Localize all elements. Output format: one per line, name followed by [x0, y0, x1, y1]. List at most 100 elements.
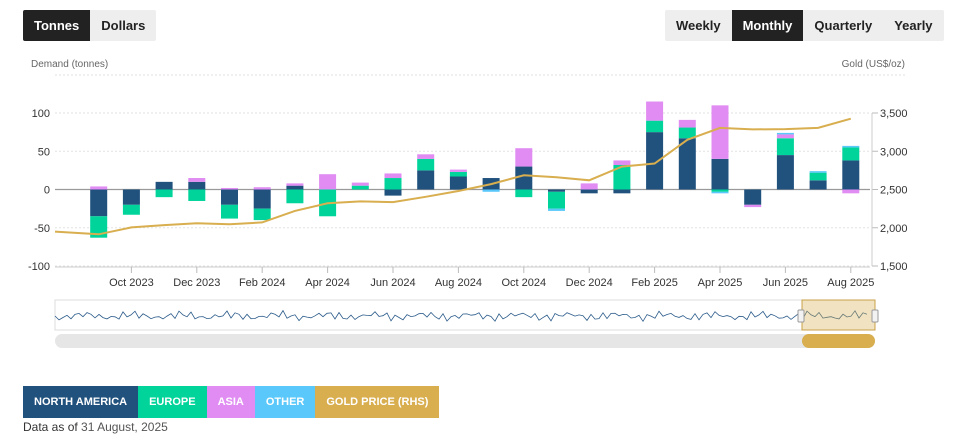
x-tick-label: Oct 2023 [109, 277, 154, 289]
y-tick-label: -50 [34, 223, 50, 235]
bar-europe [776, 138, 794, 156]
bar-europe [711, 189, 729, 192]
tonnes-button[interactable]: Tonnes [23, 10, 91, 41]
legend-asia[interactable]: ASIA [206, 386, 255, 418]
legend-gold-price[interactable]: GOLD PRICE (RHS) [315, 386, 440, 418]
y2-axis-title: Gold (US$/oz) [841, 59, 905, 70]
bar-asia [613, 160, 631, 166]
bar-asia [90, 186, 108, 190]
bar-europe [155, 189, 173, 198]
gold-price-polyline [54, 117, 852, 236]
y-axis-title: Demand (tonnes) [31, 59, 109, 70]
legend-other[interactable]: OTHER [254, 386, 316, 418]
bar-asia [253, 187, 271, 190]
bar-north-america [809, 180, 827, 190]
bar-europe [678, 127, 696, 139]
bar-north-america [515, 166, 533, 190]
bar-asia [417, 154, 435, 159]
y2-tick-label: 1,500 [880, 261, 908, 273]
bar-other [809, 171, 827, 173]
legend: NORTH AMERICA EUROPE ASIA OTHER GOLD PRI… [23, 386, 440, 418]
bar-asia [580, 183, 598, 190]
y-tick-label: 0 [44, 185, 50, 197]
bar-north-america [384, 189, 402, 196]
bar-north-america [417, 170, 435, 190]
bar-north-america [580, 189, 598, 194]
bar-north-america [286, 185, 304, 190]
bar-north-america [548, 189, 565, 192]
bar-north-america [122, 189, 140, 205]
bar-asia [646, 101, 664, 121]
bar-europe [548, 191, 565, 209]
y-tick-label: 50 [38, 146, 50, 158]
x-tick-label: Apr 2024 [305, 277, 350, 289]
navigator-handle-right [871, 309, 879, 323]
bar-europe [221, 204, 238, 219]
bar-north-america [613, 189, 631, 194]
bar-north-america [155, 181, 173, 190]
y2-tick-label: 2,500 [880, 185, 908, 197]
weekly-button[interactable]: Weekly [665, 10, 732, 41]
bar-asia [711, 105, 729, 159]
y2-tick-label: 2,000 [880, 223, 908, 235]
monthly-button[interactable]: Monthly [731, 10, 804, 41]
footer: Data as of 31 August, 2025 [23, 420, 168, 434]
x-tick-label: Oct 2024 [501, 277, 546, 289]
bar-europe [122, 204, 140, 215]
scrollbar-track [55, 334, 875, 348]
bar-europe [286, 189, 304, 204]
bar-north-america [646, 132, 664, 190]
navigator-frame [54, 299, 876, 331]
x-tick-label: Dec 2024 [566, 277, 613, 289]
legend-europe[interactable]: EUROPE [138, 386, 207, 418]
legend-north-america[interactable]: NORTH AMERICA [23, 386, 139, 418]
yearly-button[interactable]: Yearly [883, 10, 944, 41]
bar-europe [449, 171, 467, 177]
bar-other [482, 189, 500, 192]
bar-north-america [221, 189, 238, 205]
navigator[interactable] [54, 299, 879, 348]
dollars-button[interactable]: Dollars [90, 10, 157, 41]
data-as-of-date: 31 August, 2025 [81, 420, 168, 434]
bar-asia [351, 182, 369, 186]
bar-north-america [842, 160, 860, 190]
navigator-handle-left [797, 309, 805, 323]
bar-other [776, 132, 794, 135]
bar-north-america [188, 181, 206, 190]
bar-asia [776, 134, 794, 139]
unit-toggle: Tonnes Dollars [23, 10, 157, 41]
bar-north-america [678, 138, 696, 190]
bar-other [711, 191, 729, 194]
bar-north-america [90, 189, 108, 217]
x-tick-label: Dec 2023 [173, 277, 220, 289]
x-tick-label: Jun 2024 [370, 277, 415, 289]
bar-asia [678, 119, 696, 128]
bar-europe [613, 165, 631, 190]
bar-asia [449, 169, 467, 172]
bar-europe [809, 172, 827, 181]
y2-tick-label: 3,000 [880, 146, 908, 158]
scrollbar-thumb [802, 334, 875, 348]
bar-other [548, 208, 565, 211]
bar-europe [842, 147, 860, 161]
y-tick-label: -100 [28, 261, 50, 273]
bar-north-america [253, 189, 271, 209]
bar-asia [384, 173, 402, 179]
bar-europe [515, 189, 533, 198]
navigator-series [54, 309, 868, 323]
period-toggle: Weekly Monthly Quarterly Yearly [665, 10, 944, 41]
bar-europe [646, 120, 664, 133]
bar-north-america [744, 189, 762, 205]
x-tick-label: Aug 2024 [435, 277, 482, 289]
x-tick-label: Feb 2024 [239, 277, 285, 289]
bar-north-america [449, 176, 467, 190]
bar-north-america [711, 158, 729, 190]
quarterly-button[interactable]: Quarterly [803, 10, 884, 41]
x-tick-label: Feb 2025 [631, 277, 677, 289]
bar-asia [842, 189, 860, 194]
bar-asia [221, 187, 238, 190]
bar-europe [351, 185, 369, 190]
bar-north-america [776, 155, 794, 190]
bar-asia [188, 178, 206, 182]
bar-europe [253, 208, 271, 221]
